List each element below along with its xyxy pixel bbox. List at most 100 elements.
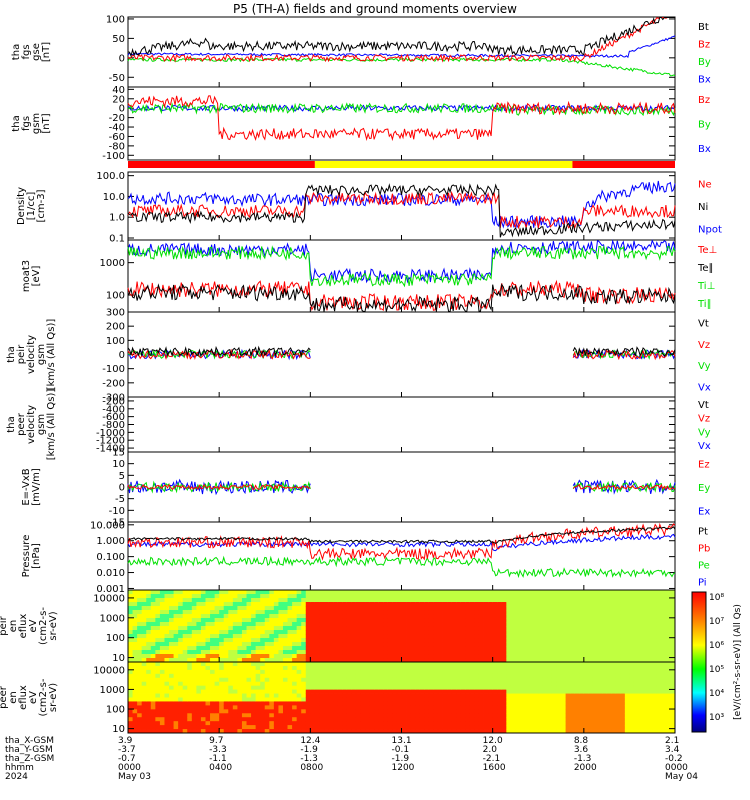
spectrogram-cell [670,594,676,599]
spectrogram-cell [433,658,439,663]
spectrogram-cell [460,721,466,726]
spectrogram-cell [314,654,320,659]
spectrogram-cell [301,590,307,595]
spectrogram-cell [264,721,270,726]
spectrogram-cell [583,630,589,635]
spectrogram-cell [447,618,453,623]
spectrogram-cell [556,725,562,730]
spectrogram-cell [460,650,466,655]
spectrogram-cell [556,705,562,710]
spectrogram-cell [460,590,466,595]
spectrogram-cell [355,630,361,635]
spectrogram-cell [164,642,170,647]
spectrogram-cell [182,626,188,631]
series-line [127,522,676,561]
panel-frame [127,86,676,161]
spectrogram-cell [310,642,316,647]
spectrogram-cell [520,689,525,694]
spectrogram-cell [146,697,152,702]
spectrogram-cell [652,701,658,706]
spectrogram-cell [538,665,544,671]
spectrogram-cell [447,713,453,718]
spectrogram-cell [647,618,653,623]
series-line [572,480,676,494]
spectrogram-cell [433,634,439,639]
spectrogram-cell [665,630,671,635]
spectrogram-cell [620,650,626,655]
spectrogram-cell [620,709,626,714]
spectrogram-cell [478,681,484,687]
spectrogram-cell [447,638,453,643]
spectrogram-cell [205,725,211,730]
spectrogram-cell [415,681,421,687]
spectrogram-cell [278,642,284,647]
spectrogram-cell [652,650,658,655]
spectrogram-cell [214,634,220,639]
spectrogram-cell [629,717,635,722]
spectrogram-cell [164,725,170,730]
spectrogram-cell [396,705,402,710]
y-tick-label: 50 [112,34,125,45]
spectrogram-cell [497,614,503,619]
spectrogram-cell [451,650,457,655]
spectrogram-cell [565,642,571,647]
spectrogram-cell [478,610,484,615]
spectrogram-cell [182,610,188,615]
spectrogram-cell [428,650,434,655]
spectrogram-cell [597,618,603,623]
spectrogram-cell [146,701,152,706]
spectrogram-cell [437,606,443,611]
spectrogram-cell [269,594,275,599]
spectrogram-cell [237,697,243,702]
spectrogram-cell [159,634,165,639]
spectrogram-cell [643,685,649,691]
spectrogram-cell [415,646,421,651]
spectrogram-cell [670,729,676,734]
spectrogram-cell [602,721,608,726]
spectrogram-cell [237,673,243,679]
spectrogram-cell [319,614,325,619]
spectrogram-cell [178,721,184,726]
spectrogram-cell [570,606,576,611]
spectrogram-cell [415,642,421,647]
spectrogram-cell [260,673,266,679]
spectrogram-cell [333,658,339,663]
spectrogram-cell [492,693,498,698]
spectrogram-cell [597,681,603,687]
spectrogram-cell [374,606,380,611]
spectrogram-cell [424,650,430,655]
spectrogram-cell [506,713,512,718]
spectrogram-cell [383,622,389,627]
spectrogram-cell [219,709,225,714]
spectrogram-cell [533,665,539,671]
spectrogram-cell [219,705,225,710]
spectrogram-cell [510,669,516,675]
spectrogram-cell [178,594,184,599]
spectrogram-cell [510,662,516,667]
panel-peer_eflux: 10000100010010thapeerenefluxeV(cm2-s-sr-… [0,661,676,735]
spectrogram-cell [410,654,416,659]
spectrogram-cell [342,642,348,647]
spectrogram-cell [428,594,434,599]
spectrogram-cell [196,721,202,726]
spectrogram-cell [465,665,471,671]
spectrogram-cell [579,677,585,683]
spectrogram-cell [360,677,366,683]
spectrogram-cell [210,634,216,639]
spectrogram-cell [378,654,384,659]
spectrogram-cell [478,693,484,698]
spectrogram-cell [355,705,361,710]
spectrogram-cell [232,709,238,714]
spectrogram-cell [606,685,612,691]
spectrogram-cell [643,701,649,706]
spectrogram-cell [474,610,480,615]
spectrogram-cell [529,701,535,706]
spectrogram-cell [606,654,612,659]
spectrogram-cell [415,693,421,698]
spectrogram-cell [652,665,658,671]
spectrogram-cell [533,634,539,639]
spectrogram-cell [301,685,307,691]
spectrogram-cell [656,689,662,694]
spectrogram-cell [260,709,266,714]
spectrogram-cell [219,697,225,702]
